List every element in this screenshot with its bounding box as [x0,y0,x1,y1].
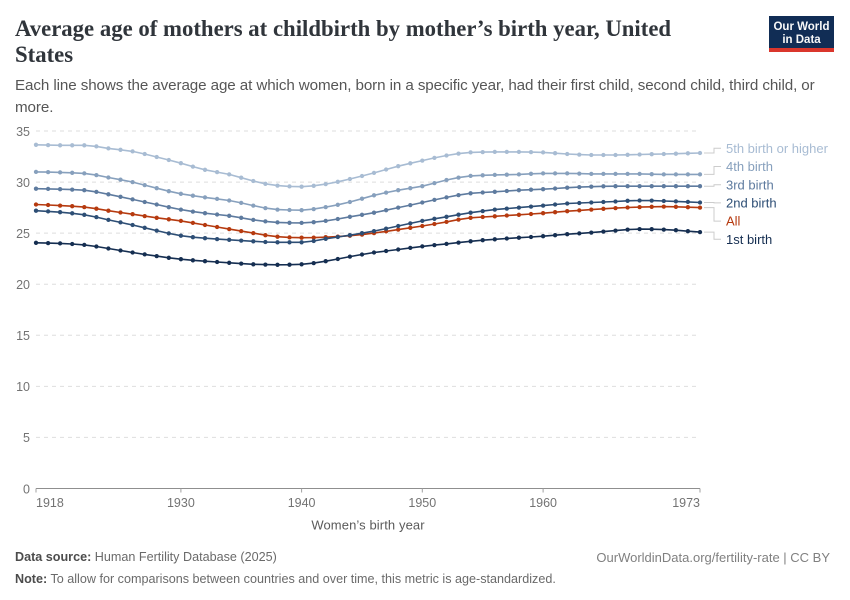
svg-text:3rd birth: 3rd birth [726,177,774,192]
svg-text:1st birth: 1st birth [726,232,772,247]
svg-text:Women’s birth year: Women’s birth year [311,518,425,533]
svg-text:30: 30 [16,176,30,190]
svg-text:1940: 1940 [288,496,316,510]
svg-text:20: 20 [16,278,30,292]
svg-text:4th birth: 4th birth [726,159,773,174]
svg-text:1950: 1950 [408,496,436,510]
svg-text:5: 5 [23,431,30,445]
svg-text:15: 15 [16,329,30,343]
svg-text:1973: 1973 [672,496,700,510]
svg-text:All: All [726,214,741,229]
svg-text:2nd birth: 2nd birth [726,196,777,211]
svg-text:1918: 1918 [36,496,64,510]
svg-text:10: 10 [16,380,30,394]
svg-text:25: 25 [16,227,30,241]
svg-text:0: 0 [23,482,30,496]
svg-text:35: 35 [16,125,30,139]
svg-text:5th birth or higher: 5th birth or higher [726,141,829,156]
svg-text:1960: 1960 [529,496,557,510]
svg-text:1930: 1930 [167,496,195,510]
